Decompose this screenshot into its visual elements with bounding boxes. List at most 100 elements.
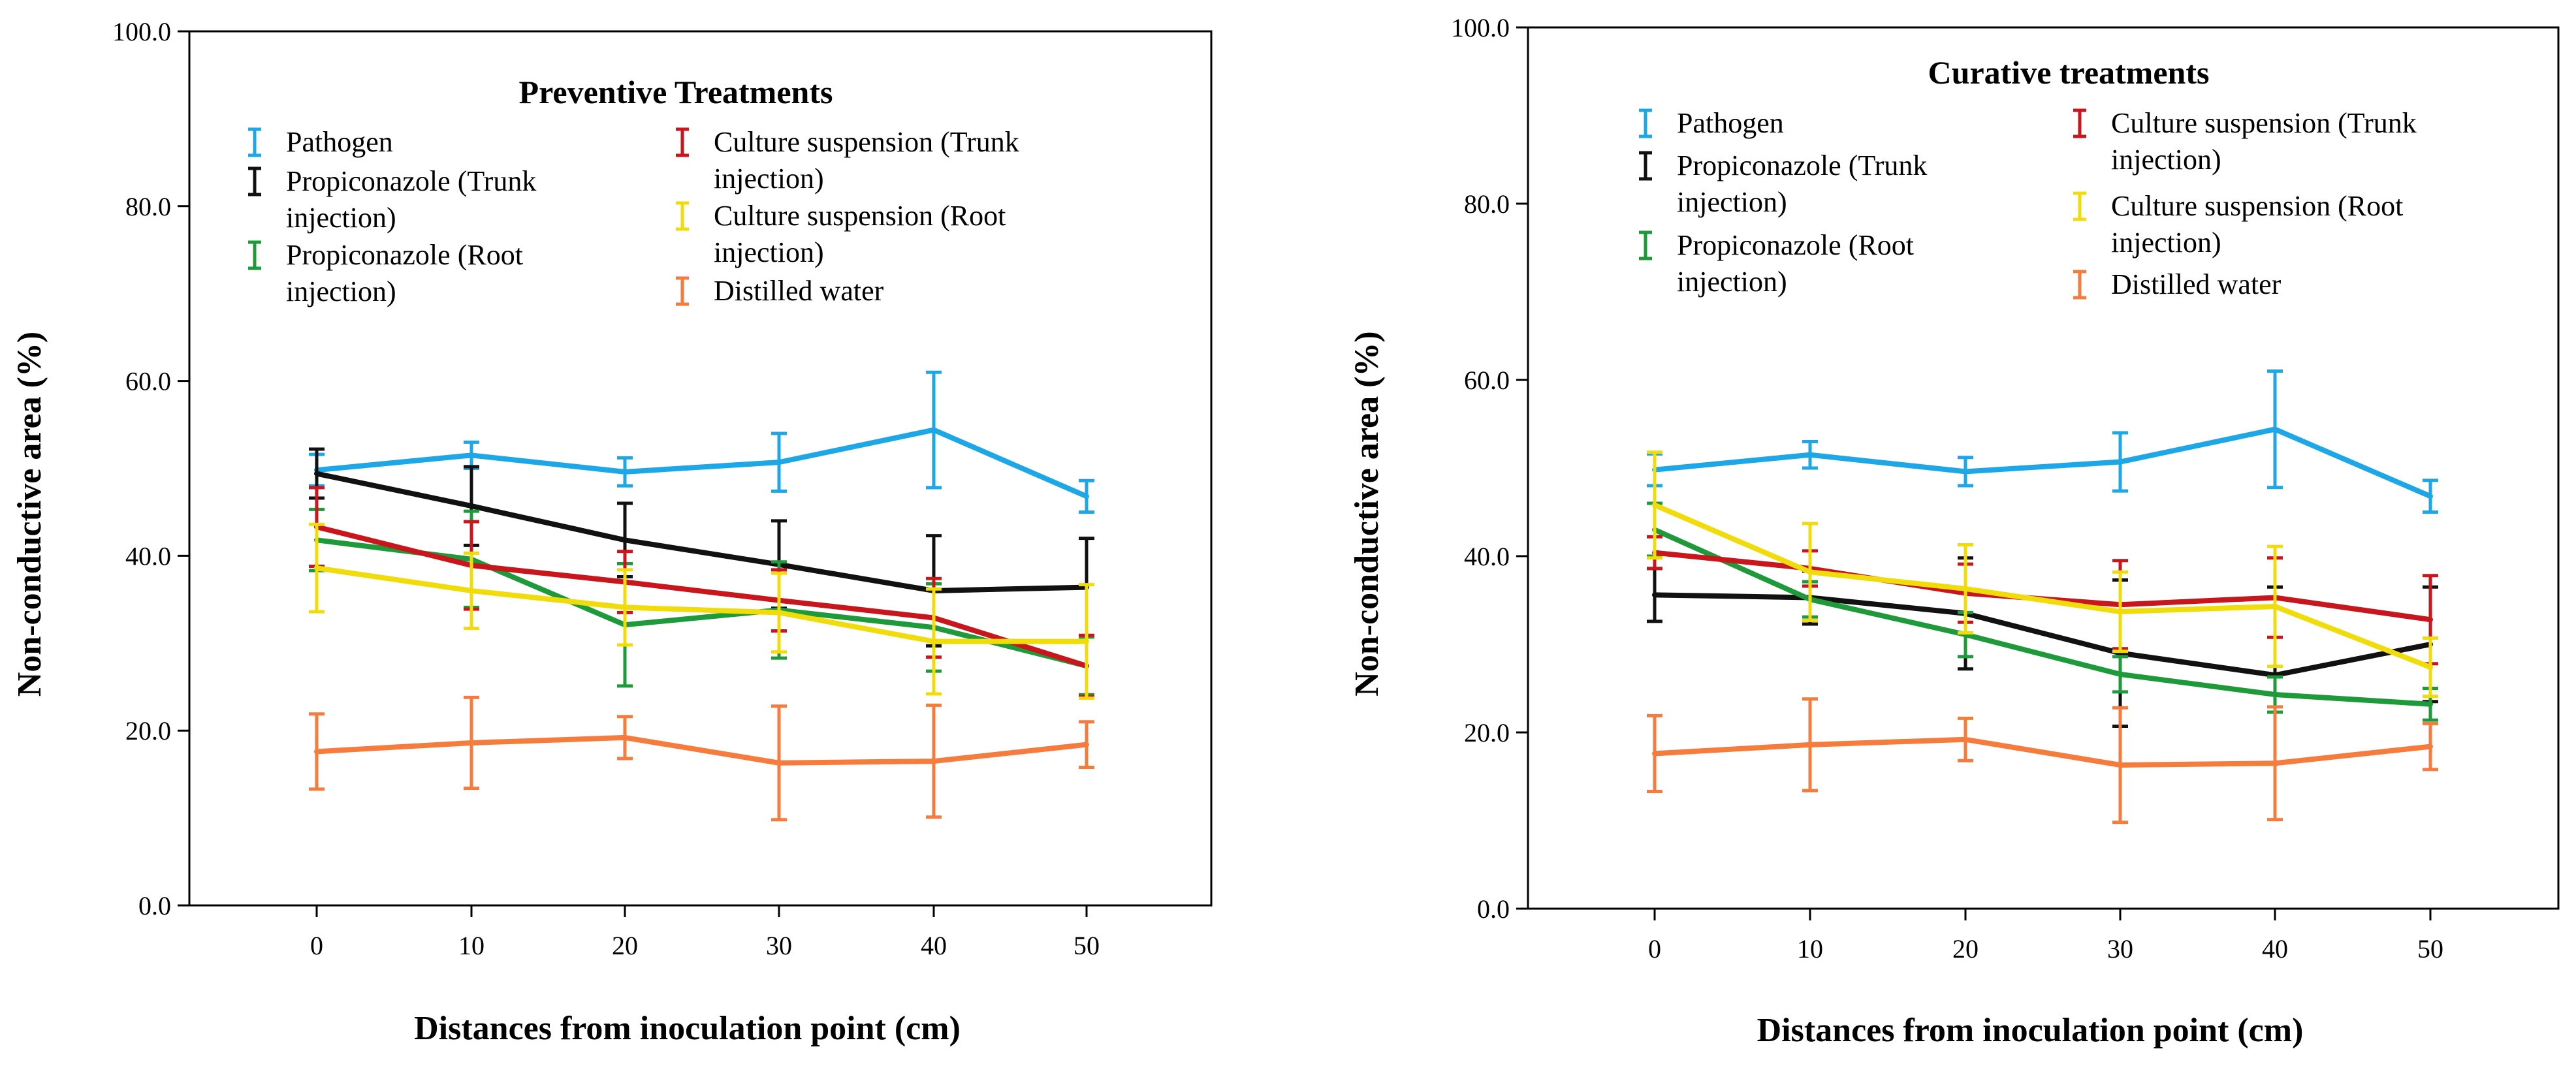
series-line [314,734,1089,766]
data-point [933,640,934,642]
series-distilled-water [1647,697,2438,824]
x-tick-label: 50 [1073,931,1100,960]
legend: Pathogen Propiconazole (Trunk injection) Pr… [248,126,1019,307]
chart-title: Preventive Treatments [519,74,833,110]
data-point [2120,673,2121,675]
data-point [2274,693,2276,695]
legend-marker [2073,191,2086,221]
series-culture-suspension-root-injection [309,522,1094,700]
x-tick-label: 40 [2262,934,2288,964]
legend-marker [676,201,689,231]
legend-label: injection) [714,163,824,195]
legend-label: Culture suspension (Root [2111,190,2403,222]
series-line [1652,736,2433,768]
legend-marker [248,166,261,196]
legend-label: Culture suspension (Trunk [714,126,1019,158]
series-line [1652,527,2433,707]
legend-marker [2073,108,2086,138]
series-line [314,471,1089,593]
data-point [2274,605,2276,607]
legend-label: injection) [714,236,824,268]
data-point [624,606,626,608]
legend-label: Propiconazole (Root [1677,229,1914,261]
series-line [314,427,1089,499]
data-point [1086,744,1087,745]
legend-marker [1639,230,1652,260]
data-point [1965,588,1966,589]
legend-marker [248,240,261,270]
data-point [1809,571,1811,573]
legend-marker [2073,270,2086,300]
legend-label: injection) [2111,144,2221,176]
plot-frame [1527,26,2560,910]
x-tick-label: 0 [310,931,323,960]
legend-item-culture-suspension-trunk-injection: Culture suspension (Trunk injection) [2073,107,2417,176]
y-tick-label: 40.0 [1464,542,1510,571]
legend-label: injection) [1677,186,1787,218]
series-pathogen [1647,369,2438,514]
data-point [2430,666,2431,668]
y-tick-label: 0.0 [1477,894,1510,924]
data-point [2430,745,2431,747]
x-tick-label: 10 [1797,934,1823,964]
x-tick-label: 20 [612,931,638,960]
data-point [2120,611,2121,613]
y-tick-label: 60.0 [125,367,171,396]
legend-label: injection) [2111,227,2221,259]
legend-item-pathogen: Pathogen [1639,107,1784,139]
legend-label: Propiconazole (Trunk [1677,149,1927,181]
legend-label: Distilled water [2111,268,2282,300]
legend-label: Pathogen [286,126,393,158]
legend-label: injection) [1677,266,1787,298]
data-point [933,429,934,431]
series-line [1652,502,2433,670]
y-tick-label: 80.0 [125,192,171,221]
y-axis-label: Non-conductive area (%) [11,332,48,697]
data-point [1809,454,1811,456]
legend-label: Propiconazole (Trunk [286,165,536,197]
data-point [471,742,472,744]
series-distilled-water [309,695,1094,822]
data-point [778,462,780,463]
data-point [1965,738,1966,740]
legend-label: injection) [286,275,396,307]
series-propiconazole-root-injection [1647,501,2438,722]
y-tick-label: 20.0 [125,716,171,745]
legend-label: Propiconazole (Root [286,239,523,271]
data-point [1654,504,1655,506]
data-point [624,471,626,473]
x-tick-label: 50 [2417,934,2443,964]
x-tick-label: 0 [1648,934,1661,964]
data-point [1654,594,1655,596]
x-tick-label: 20 [1952,934,1979,964]
series-line [314,537,1089,669]
y-tick-label: 40.0 [125,541,171,571]
x-tick-label: 10 [458,931,485,960]
y-axis-label: Non-conductive area (%) [1348,331,1386,696]
data-point [2430,495,2431,497]
data-point [2430,703,2431,705]
series-line [1652,592,2433,678]
series-propiconazole-root-injection [309,507,1094,697]
legend-item-propiconazole-trunk-injection: Propiconazole (Trunk injection) [1639,149,1927,218]
data-point [1965,471,1966,473]
legend-label: injection) [286,202,396,234]
data-point [471,589,472,591]
data-point [471,505,472,507]
data-point [2274,762,2276,764]
series-line [1652,426,2433,499]
data-point [1086,495,1087,497]
data-point [624,736,626,738]
data-point [1086,640,1087,642]
data-point [2274,428,2276,430]
x-tick-label: 40 [921,931,947,960]
data-point [2120,764,2121,766]
legend-marker [248,127,261,157]
data-point [778,762,780,764]
series-line [1652,550,2433,623]
legend-marker [1639,151,1652,181]
legend-label: Culture suspension (Root [714,200,1006,232]
legend-item-distilled-water: Distilled water [2073,268,2282,300]
legend-item-culture-suspension-root-injection: Culture suspension (Root injection) [676,200,1006,268]
